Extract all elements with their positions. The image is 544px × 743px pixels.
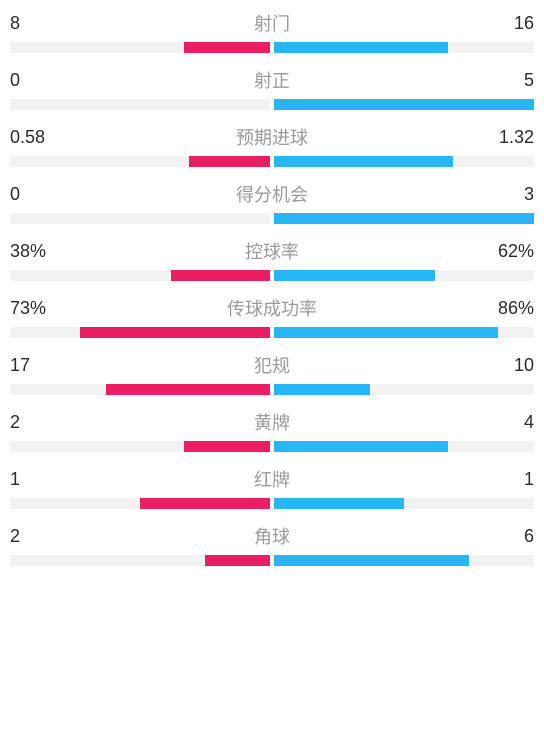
bar-right-track (274, 498, 534, 509)
stat-right-value: 6 (484, 526, 534, 547)
bar-right-track (274, 327, 534, 338)
bar-right-track (274, 270, 534, 281)
bar-right-track (274, 213, 534, 224)
stat-left-value: 8 (10, 13, 60, 34)
stat-row: 2黄牌4 (10, 409, 534, 452)
stat-right-value: 16 (484, 13, 534, 34)
stat-labels: 2角球6 (10, 523, 534, 549)
bar-left-fill (140, 498, 270, 509)
stat-title: 角球 (60, 523, 484, 549)
bar-right-track (274, 384, 534, 395)
bar-container (10, 270, 534, 281)
stat-labels: 2黄牌4 (10, 409, 534, 435)
stat-right-value: 5 (484, 70, 534, 91)
stat-title: 射门 (60, 10, 484, 36)
stat-labels: 8射门16 (10, 10, 534, 36)
bar-container (10, 213, 534, 224)
stat-left-value: 0.58 (10, 127, 60, 148)
stat-right-value: 10 (484, 355, 534, 376)
bar-right-track (274, 42, 534, 53)
bar-left-track (10, 327, 270, 338)
bar-right-track (274, 441, 534, 452)
stat-labels: 73%传球成功率86% (10, 295, 534, 321)
stat-title: 黄牌 (60, 409, 484, 435)
stat-left-value: 0 (10, 70, 60, 91)
bar-container (10, 441, 534, 452)
stat-title: 得分机会 (60, 181, 484, 207)
bar-left-track (10, 270, 270, 281)
bar-left-track (10, 441, 270, 452)
stat-right-value: 1.32 (484, 127, 534, 148)
bar-left-fill (80, 327, 270, 338)
bar-right-track (274, 156, 534, 167)
bar-left-track (10, 384, 270, 395)
stat-left-value: 0 (10, 184, 60, 205)
stat-row: 38%控球率62% (10, 238, 534, 281)
bar-right-fill (274, 384, 370, 395)
bar-right-fill (274, 99, 534, 110)
stat-right-value: 86% (484, 298, 534, 319)
bar-right-track (274, 99, 534, 110)
stat-row: 0.58预期进球1.32 (10, 124, 534, 167)
stat-left-value: 1 (10, 469, 60, 490)
stat-left-value: 38% (10, 241, 60, 262)
bar-right-fill (274, 441, 448, 452)
stat-right-value: 62% (484, 241, 534, 262)
bar-left-track (10, 99, 270, 110)
bar-right-fill (274, 42, 448, 53)
bar-left-track (10, 156, 270, 167)
bar-left-track (10, 42, 270, 53)
stat-title: 犯规 (60, 352, 484, 378)
bar-container (10, 42, 534, 53)
stat-labels: 38%控球率62% (10, 238, 534, 264)
bar-left-fill (184, 441, 270, 452)
stat-title: 红牌 (60, 466, 484, 492)
stat-row: 2角球6 (10, 523, 534, 566)
bar-right-fill (274, 213, 534, 224)
bar-container (10, 384, 534, 395)
bar-left-fill (189, 156, 270, 167)
stat-right-value: 3 (484, 184, 534, 205)
stat-right-value: 1 (484, 469, 534, 490)
bar-right-track (274, 555, 534, 566)
stat-row: 17犯规10 (10, 352, 534, 395)
stat-title: 预期进球 (60, 124, 484, 150)
bar-left-fill (171, 270, 270, 281)
bar-right-fill (274, 498, 404, 509)
bar-right-fill (274, 270, 435, 281)
bar-container (10, 555, 534, 566)
stats-container: 8射门160射正50.58预期进球1.320得分机会338%控球率62%73%传… (10, 10, 534, 566)
stat-left-value: 2 (10, 412, 60, 433)
bar-left-track (10, 498, 270, 509)
stat-row: 1红牌1 (10, 466, 534, 509)
bar-left-fill (106, 384, 270, 395)
stat-row: 0射正5 (10, 67, 534, 110)
stat-labels: 0得分机会3 (10, 181, 534, 207)
stat-labels: 1红牌1 (10, 466, 534, 492)
stat-row: 8射门16 (10, 10, 534, 53)
stat-labels: 17犯规10 (10, 352, 534, 378)
stat-row: 73%传球成功率86% (10, 295, 534, 338)
stat-right-value: 4 (484, 412, 534, 433)
stat-title: 射正 (60, 67, 484, 93)
bar-right-fill (274, 555, 469, 566)
stat-left-value: 73% (10, 298, 60, 319)
bar-container (10, 156, 534, 167)
stat-left-value: 17 (10, 355, 60, 376)
stat-row: 0得分机会3 (10, 181, 534, 224)
bar-left-fill (184, 42, 270, 53)
stat-left-value: 2 (10, 526, 60, 547)
bar-left-track (10, 213, 270, 224)
bar-left-fill (205, 555, 270, 566)
bar-container (10, 99, 534, 110)
bar-container (10, 327, 534, 338)
bar-right-fill (274, 327, 498, 338)
bar-left-track (10, 555, 270, 566)
stat-title: 控球率 (60, 238, 484, 264)
stat-labels: 0.58预期进球1.32 (10, 124, 534, 150)
bar-right-fill (274, 156, 453, 167)
stat-title: 传球成功率 (60, 295, 484, 321)
bar-container (10, 498, 534, 509)
stat-labels: 0射正5 (10, 67, 534, 93)
